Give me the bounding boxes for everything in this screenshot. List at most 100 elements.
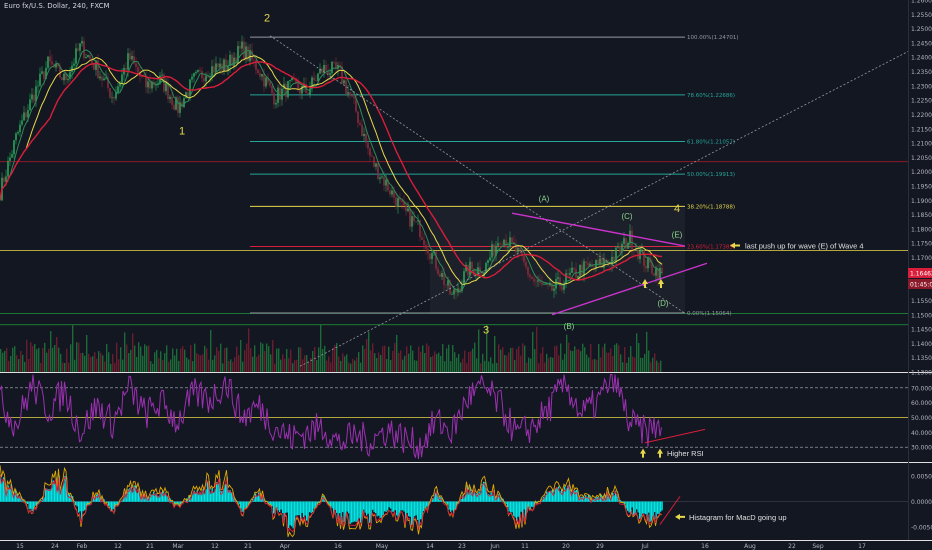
volume-bar [566, 334, 568, 372]
macd-hist-bar [592, 498, 594, 502]
macd-hist-bar [585, 495, 587, 502]
volume-bar [442, 343, 444, 372]
macd-hist-bar [412, 501, 414, 526]
macd-hist-bar [79, 501, 81, 512]
candle-body [429, 253, 431, 260]
volume-bar [600, 357, 602, 372]
volume-bar [384, 345, 386, 372]
macd-hist-bar [391, 501, 393, 512]
volume-bar [96, 358, 98, 372]
volume-bar [448, 344, 450, 372]
candle-body [621, 243, 623, 253]
volume-bar [354, 360, 356, 372]
macd-hist-bar [355, 501, 357, 522]
macd-hist-bar [426, 501, 428, 507]
volume-bar [642, 357, 644, 372]
macd-hist-bar [480, 492, 482, 502]
macd-hist-bar [654, 501, 656, 513]
volume-bar [466, 363, 468, 372]
candle-body [657, 268, 659, 281]
candle-body [473, 268, 475, 276]
volume-bar [132, 333, 134, 372]
candle-body [611, 256, 613, 265]
macd-hist-bar [237, 501, 239, 503]
rsi-up-arrow-icon [640, 448, 646, 458]
volume-bar [400, 350, 402, 372]
candle-body [259, 73, 261, 77]
candle-body [559, 277, 561, 287]
macd-hist-bar [619, 499, 621, 502]
macd-hist-bar [142, 494, 144, 502]
candle-body [159, 75, 161, 84]
volume-bar [168, 361, 170, 372]
candle-body [535, 281, 537, 282]
macd-hist-bar [657, 501, 659, 514]
wave-label-e: (E) [672, 231, 683, 240]
volume-bar [388, 346, 390, 372]
macd-hist-bar [462, 495, 464, 502]
candle-body [435, 251, 437, 269]
candle-body [141, 76, 143, 77]
volume-bar [428, 345, 430, 372]
wave-label-b: (B) [564, 322, 575, 331]
macd-hist-bar [213, 492, 215, 502]
volume-bar [100, 352, 102, 372]
volume-bar [572, 351, 574, 372]
volume-bar [482, 353, 484, 372]
macd-hist-bar [421, 501, 423, 522]
volume-bar [592, 359, 594, 372]
macd-hist-bar [484, 482, 486, 502]
macd-hist-bar [201, 494, 203, 502]
volume-bar [118, 359, 120, 372]
macd-annotation: Histagram for MacD going up [689, 513, 787, 522]
candle-body [231, 54, 233, 67]
macd-hist-bar [373, 501, 375, 513]
macd-hist-bar [646, 501, 648, 521]
candle-body [313, 77, 315, 81]
candle-body [661, 267, 663, 274]
macd-hist-bar [289, 501, 291, 526]
volume-bar [274, 363, 276, 372]
macd-hist-bar [306, 501, 308, 521]
dotted-downtrend-line [269, 35, 686, 314]
candle-body [11, 154, 13, 158]
macd-hist-bar [136, 492, 138, 502]
macd-hist-bar [345, 501, 347, 518]
macd-hist-bar [13, 494, 15, 502]
volume-bar [532, 331, 534, 372]
macd-hist-bar [222, 491, 224, 502]
price-tick-label: 1.18500 [911, 212, 932, 219]
candle-body [439, 273, 441, 277]
volume-bar [362, 345, 364, 372]
candle-body [285, 83, 287, 98]
volume-bar [328, 356, 330, 372]
candle-body [7, 160, 9, 177]
volume-bar [602, 347, 604, 372]
price-tick-label: 1.21500 [911, 126, 932, 133]
candle-body [421, 237, 423, 240]
volume-bar [276, 348, 278, 372]
candle-body [177, 97, 179, 113]
volume-bar [104, 361, 106, 372]
volume-bar [380, 355, 382, 372]
time-axis-label: Mar [172, 543, 184, 550]
macd-hist-bar [78, 501, 80, 513]
macd-hist-bar [424, 501, 426, 509]
volume-bar [86, 335, 88, 372]
candle-body [125, 68, 127, 70]
candle-body [237, 46, 239, 64]
volume-bar [154, 352, 156, 372]
volume-bar [376, 357, 378, 372]
macd-hist-bar [568, 484, 570, 502]
macd-hist-bar [280, 501, 282, 510]
macd-hist-bar [15, 489, 17, 502]
volume-bar [36, 349, 38, 372]
candle-body [453, 289, 455, 295]
macd-hist-bar [297, 501, 299, 516]
volume-bar [84, 355, 86, 372]
volume-bar [282, 354, 284, 372]
macd-hist-bar [45, 488, 47, 502]
candle-body [289, 80, 291, 82]
volume-bar [252, 356, 254, 372]
